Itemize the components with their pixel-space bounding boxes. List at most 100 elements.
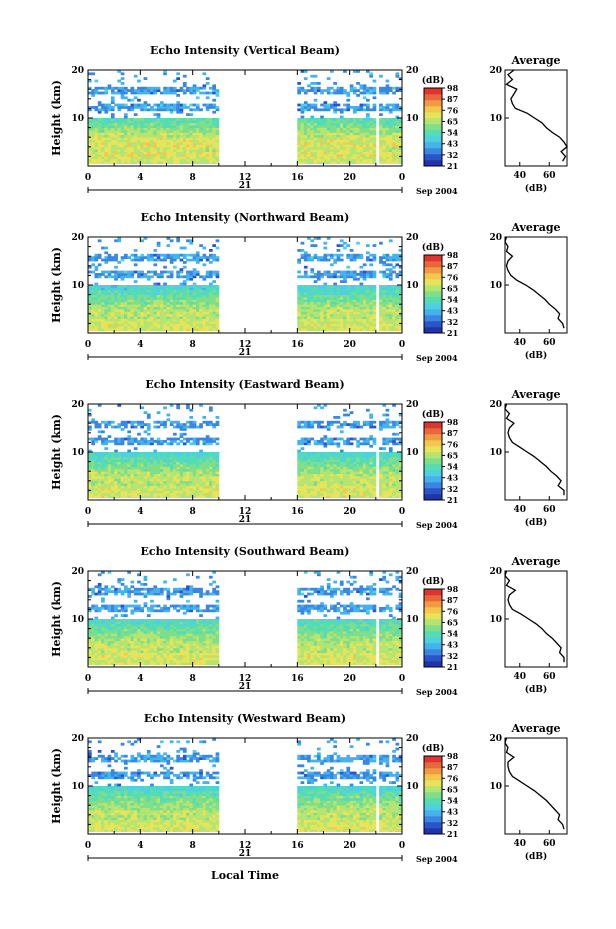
heatmap-cell — [114, 118, 118, 121]
heatmap-cell — [339, 122, 344, 126]
heatmap-cell — [133, 495, 138, 498]
heatmap-cell — [202, 306, 207, 310]
heatmap-cell — [101, 91, 105, 95]
heatmap-cell — [359, 289, 364, 293]
heatmap-cell — [91, 309, 95, 312]
heatmap-cell — [189, 139, 194, 143]
heatmap-cell — [199, 461, 203, 465]
heatmap-cell — [379, 306, 383, 310]
heatmap-cell — [186, 253, 190, 257]
heatmap-cell — [385, 89, 390, 92]
colorbar-tick-label: 43 — [447, 306, 459, 316]
heatmap-cell — [372, 316, 377, 319]
heatmap-cell — [91, 323, 95, 327]
heatmap-cell — [124, 118, 128, 121]
heatmap-cell — [317, 137, 321, 140]
heatmap-cell — [117, 325, 122, 329]
heatmap-cell — [120, 442, 125, 446]
heatmap-cell — [215, 239, 220, 243]
heatmap-cell — [359, 318, 364, 322]
heatmap-cell — [336, 299, 341, 303]
heatmap-cell — [156, 282, 161, 286]
heatmap-cell — [169, 146, 174, 150]
heatmap-cell — [398, 270, 403, 274]
heatmap-cell — [114, 473, 118, 477]
heatmap-cell — [117, 301, 122, 305]
heatmap-cell — [117, 483, 122, 486]
heatmap-cell — [388, 325, 393, 329]
heatmap-cell — [179, 435, 184, 438]
heatmap-cell — [317, 304, 321, 307]
heatmap-cell — [372, 142, 377, 145]
heatmap-cell — [192, 471, 197, 474]
heatmap-cell — [366, 325, 370, 329]
heatmap-cell — [388, 304, 393, 307]
heatmap-cell — [202, 161, 207, 164]
heatmap-cell — [320, 144, 324, 148]
heatmap-cell — [156, 151, 161, 155]
heatmap-cell — [97, 404, 102, 407]
heatmap-cell — [150, 287, 154, 291]
heatmap-cell — [91, 270, 95, 274]
heatmap-cell — [320, 118, 324, 121]
heatmap-cell — [310, 299, 315, 303]
heatmap-cell — [212, 84, 216, 88]
heatmap-cell — [169, 122, 174, 126]
heatmap-cell — [110, 473, 115, 477]
heatmap-cell — [130, 273, 135, 276]
heatmap-cell — [160, 108, 164, 112]
date-day-label: 21 — [239, 348, 252, 358]
heatmap-cell — [356, 277, 360, 281]
heatmap-cell — [97, 142, 102, 145]
heatmap-cell — [398, 154, 403, 157]
heatmap-cell — [160, 142, 164, 145]
heatmap-cell — [127, 464, 131, 467]
heatmap-cell — [130, 91, 135, 95]
heatmap-cell — [137, 311, 141, 315]
heatmap-cell — [150, 473, 154, 477]
heatmap-cell — [333, 132, 337, 136]
heatmap-cell — [143, 430, 148, 434]
heatmap-cell — [202, 275, 207, 279]
heatmap-cell — [392, 130, 396, 133]
heatmap-cell — [101, 299, 105, 303]
heatmap-cell — [382, 321, 387, 324]
heatmap-cell — [169, 464, 174, 467]
heatmap-cell — [101, 137, 105, 140]
heatmap-cell — [163, 158, 167, 162]
heatmap-cell — [202, 468, 207, 472]
heatmap-cell — [124, 144, 128, 148]
heatmap-cell — [382, 86, 387, 90]
heatmap-cell — [326, 316, 331, 319]
heatmap-cell — [202, 72, 207, 76]
heatmap-cell — [195, 132, 200, 136]
heatmap-cell — [307, 127, 311, 131]
heatmap-cell — [343, 144, 347, 148]
heatmap-cell — [385, 151, 390, 155]
heatmap-cell — [173, 490, 177, 494]
heatmap-cell — [300, 139, 305, 143]
heatmap-cell — [150, 120, 154, 124]
heatmap-cell — [303, 77, 308, 80]
heatmap-cell — [176, 328, 180, 331]
heatmap-cell — [195, 151, 200, 155]
heatmap-cell — [130, 420, 135, 424]
profile-title: Average — [510, 221, 560, 234]
heatmap-cell — [313, 483, 318, 486]
heatmap-cell — [297, 294, 301, 298]
heatmap-cell — [336, 313, 341, 317]
heatmap-cell — [205, 289, 210, 293]
heatmap-cell — [398, 301, 403, 305]
heatmap-cell — [209, 323, 213, 327]
heatmap-cell — [156, 137, 161, 140]
heatmap-cell — [215, 456, 220, 460]
heatmap-cell — [317, 289, 321, 293]
heatmap-cell — [130, 423, 135, 426]
heatmap-cell — [297, 456, 301, 460]
heatmap-cell — [303, 313, 308, 317]
heatmap-cell — [310, 142, 315, 145]
heatmap-cell — [369, 156, 373, 160]
heatmap-cell — [173, 142, 177, 145]
heatmap-cell — [150, 306, 154, 310]
heatmap-cell — [166, 144, 171, 148]
